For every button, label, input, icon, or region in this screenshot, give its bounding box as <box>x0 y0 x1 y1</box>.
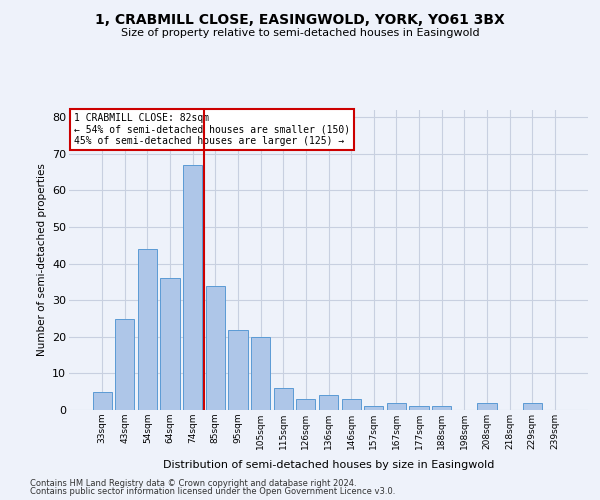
Bar <box>409 406 428 410</box>
Y-axis label: Number of semi-detached properties: Number of semi-detached properties <box>37 164 47 356</box>
Bar <box>206 286 225 410</box>
Bar <box>523 402 542 410</box>
Bar <box>274 388 293 410</box>
Text: 1, CRABMILL CLOSE, EASINGWOLD, YORK, YO61 3BX: 1, CRABMILL CLOSE, EASINGWOLD, YORK, YO6… <box>95 12 505 26</box>
Bar <box>364 406 383 410</box>
Bar <box>296 399 316 410</box>
Text: Size of property relative to semi-detached houses in Easingwold: Size of property relative to semi-detach… <box>121 28 479 38</box>
Bar <box>160 278 180 410</box>
Bar <box>138 249 157 410</box>
Bar <box>319 396 338 410</box>
Bar <box>432 406 451 410</box>
Bar <box>115 318 134 410</box>
Bar <box>387 402 406 410</box>
Bar <box>92 392 112 410</box>
X-axis label: Distribution of semi-detached houses by size in Easingwold: Distribution of semi-detached houses by … <box>163 460 494 470</box>
Bar <box>477 402 497 410</box>
Text: Contains HM Land Registry data © Crown copyright and database right 2024.: Contains HM Land Registry data © Crown c… <box>30 478 356 488</box>
Text: Contains public sector information licensed under the Open Government Licence v3: Contains public sector information licen… <box>30 487 395 496</box>
Bar <box>183 165 202 410</box>
Bar <box>229 330 248 410</box>
Text: 1 CRABMILL CLOSE: 82sqm
← 54% of semi-detached houses are smaller (150)
45% of s: 1 CRABMILL CLOSE: 82sqm ← 54% of semi-de… <box>74 113 350 146</box>
Bar <box>251 337 270 410</box>
Bar <box>341 399 361 410</box>
